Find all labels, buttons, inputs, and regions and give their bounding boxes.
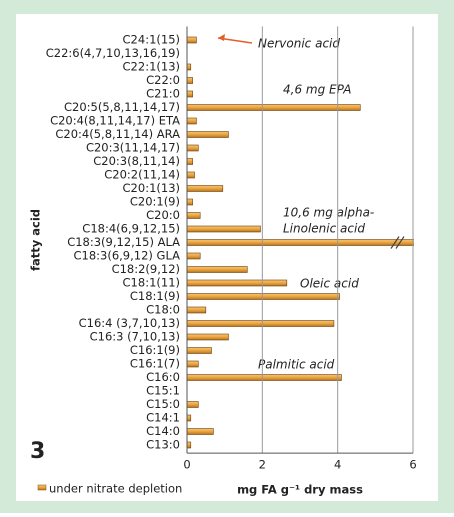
y-tick-label: C20:3(8,11,14): [93, 154, 180, 168]
y-tick-label: C20:2(11,14): [104, 168, 180, 182]
bar: [186, 158, 193, 165]
x-axis-label: mg FA g⁻¹ dry mass: [237, 483, 363, 497]
y-tick-label: C20:1(13): [123, 181, 180, 195]
bar: [186, 401, 199, 408]
y-tick-label: C18:4(6,9,12,15): [82, 222, 180, 236]
y-tick-label: C18:3(6,9,12) GLA: [73, 249, 180, 263]
annotation: Linolenic acid: [283, 222, 365, 236]
x-tick-label: 4: [334, 458, 341, 472]
y-tick-label: C15:1: [146, 384, 180, 398]
y-tick-label: C20:3(11,14,17): [86, 141, 180, 155]
y-tick-label: C22:1(13): [123, 60, 180, 74]
y-tick-label: C22:6(4,7,10,13,16,19): [46, 46, 180, 60]
y-tick-label: C21:0: [146, 87, 180, 101]
annotation: Palmitic acid: [258, 358, 335, 372]
bar: [186, 77, 193, 84]
bar: [186, 279, 288, 287]
arrow-head: [218, 34, 225, 41]
bar: [186, 171, 195, 179]
bar: [186, 185, 224, 192]
bar: [186, 225, 261, 233]
annotation: Nervonic acid: [258, 37, 340, 51]
bar: [186, 117, 197, 125]
y-tick-label: C18:2(9,12): [112, 262, 180, 276]
y-tick-label: C13:0: [146, 438, 180, 452]
annotation: Oleic acid: [300, 277, 359, 291]
y-tick-label: C16:0: [146, 370, 180, 384]
y-tick-label: C22:0: [146, 73, 180, 87]
panel-label: 3: [30, 439, 45, 464]
bar: [186, 212, 201, 219]
bar: [186, 306, 207, 314]
y-tick-label: C20:1(9): [130, 195, 180, 209]
y-tick-label: C14:1: [146, 411, 180, 425]
bar: [186, 428, 214, 435]
bar: [186, 347, 212, 354]
y-tick-label: C24:1(15): [123, 33, 180, 47]
x-tick-label: 0: [183, 458, 190, 472]
y-tick-label: C18:0: [146, 303, 180, 317]
y-tick-label: C18:3(9,12,15) ALA: [67, 235, 180, 249]
annotation: 10,6 mg alpha-: [283, 206, 374, 220]
annotation: 4,6 mg EPA: [283, 83, 351, 97]
bar: [186, 374, 342, 381]
y-tick-label: C16:4 (3,7,10,13): [79, 316, 180, 330]
y-tick-label: C18:1(11): [123, 276, 180, 290]
bar: [186, 131, 229, 138]
bar: [186, 104, 361, 111]
y-tick-label: C16:3 (7,10,13): [90, 330, 180, 344]
bar: [186, 36, 197, 44]
bar: [186, 320, 335, 327]
bar: [186, 333, 229, 341]
bar: [186, 63, 192, 71]
axis-break: [390, 236, 405, 249]
bar: [186, 252, 201, 260]
bar: [186, 293, 340, 300]
x-tick-label: 2: [259, 458, 266, 472]
y-tick-label: C20:0: [146, 208, 180, 222]
y-tick-label: C20:4(5,8,11,14) ARA: [55, 127, 180, 141]
y-tick-label: C16:1(9): [130, 343, 180, 357]
y-tick-label: C16:1(7): [130, 357, 180, 371]
y-tick-label: C20:4(8,11,14,17) ETA: [50, 114, 180, 128]
legend-label: under nitrate depletion: [49, 482, 182, 496]
panel: [16, 14, 438, 501]
bar: [186, 90, 193, 98]
bar: [186, 144, 199, 152]
y-tick-label: C20:5(5,8,11,14,17): [64, 100, 180, 114]
bar: [186, 441, 192, 449]
bars: [186, 36, 414, 449]
y-tick-label: C14:0: [146, 424, 180, 438]
bar: [186, 198, 193, 206]
bar: [186, 266, 248, 273]
bar: [186, 360, 199, 368]
y-tick-label: C18:1(9): [130, 289, 180, 303]
x-tick-label: 6: [409, 458, 416, 472]
bar: [186, 239, 414, 246]
y-tick-label: C15:0: [146, 397, 180, 411]
y-axis-label: fatty acid: [29, 209, 43, 271]
legend-swatch: [37, 484, 47, 491]
bar: [186, 414, 192, 422]
